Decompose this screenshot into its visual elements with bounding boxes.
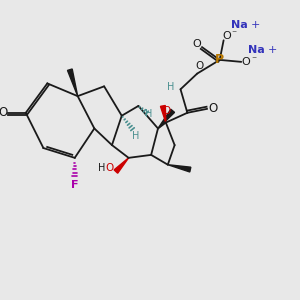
Text: O: O — [106, 163, 114, 172]
Text: F: F — [71, 180, 79, 190]
Polygon shape — [158, 109, 175, 128]
Text: O: O — [163, 106, 171, 116]
Polygon shape — [68, 69, 78, 96]
Text: +: + — [251, 20, 261, 30]
Text: H: H — [145, 109, 152, 119]
Text: H: H — [167, 82, 174, 92]
Text: Na: Na — [248, 45, 264, 55]
Text: ⁻: ⁻ — [232, 29, 237, 39]
Polygon shape — [160, 106, 166, 123]
Polygon shape — [114, 158, 129, 173]
Text: H: H — [98, 163, 106, 172]
Text: H: H — [132, 131, 139, 141]
Text: O: O — [208, 102, 218, 116]
Text: P: P — [215, 53, 224, 66]
Text: +: + — [268, 45, 277, 55]
Text: O: O — [222, 32, 231, 41]
Text: ⁻: ⁻ — [251, 55, 256, 65]
Text: Na: Na — [231, 20, 248, 30]
Text: O: O — [0, 106, 8, 119]
Text: O: O — [195, 61, 203, 71]
Text: O: O — [193, 39, 202, 49]
Text: O: O — [242, 57, 250, 67]
Polygon shape — [168, 165, 191, 172]
